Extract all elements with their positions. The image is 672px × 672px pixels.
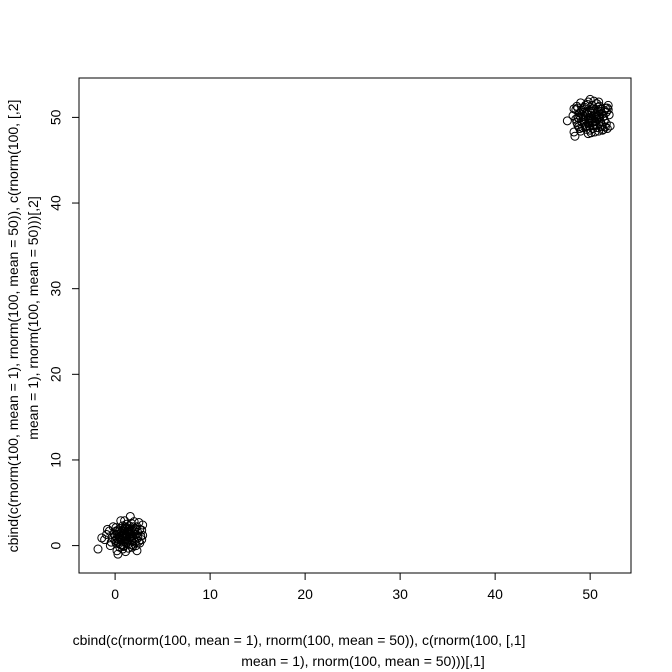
data-point — [120, 516, 130, 526]
x-tick-label: 30 — [392, 586, 408, 602]
data-point — [589, 96, 599, 106]
y-tick-label: 10 — [48, 452, 64, 468]
data-point — [123, 524, 133, 534]
data-point — [569, 104, 579, 114]
data-point — [562, 116, 572, 126]
data-point — [570, 131, 580, 141]
y-tick-label: 20 — [48, 366, 64, 382]
data-point — [97, 533, 107, 543]
data-point — [103, 524, 112, 534]
data-point — [137, 535, 147, 545]
data-point — [121, 522, 131, 532]
data-point — [594, 126, 604, 136]
data-point — [586, 108, 596, 118]
x-axis-label-line-1: cbind(c(rnorm(100, mean = 1), rnorm(100,… — [73, 632, 526, 648]
points-layer — [93, 94, 615, 559]
data-point — [579, 107, 589, 117]
plot-frame — [78, 77, 632, 574]
data-point — [105, 541, 115, 551]
data-point — [100, 535, 110, 545]
y-tick-label: 0 — [48, 541, 64, 549]
data-point — [594, 112, 604, 122]
data-point — [584, 106, 594, 116]
x-tick-label: 10 — [202, 586, 218, 602]
data-point — [573, 103, 583, 113]
data-point — [128, 541, 138, 551]
x-tick-label: 50 — [582, 586, 598, 602]
data-point — [594, 97, 604, 107]
y-axis: 0 10 20 30 40 50 — [48, 109, 80, 549]
x-tick-label: 0 — [111, 586, 119, 602]
y-tick-label: 40 — [48, 195, 64, 211]
y-axis-label-line-1: cbind(c(rnorm(100, mean = 1), rnorm(100,… — [5, 100, 21, 553]
y-tick-label: 30 — [48, 281, 64, 297]
data-point — [129, 517, 139, 527]
data-point — [111, 526, 121, 536]
x-axis: 0 10 20 30 40 50 — [111, 572, 598, 602]
x-tick-label: 20 — [297, 586, 313, 602]
data-point — [578, 123, 588, 133]
data-point — [605, 121, 615, 131]
data-point — [585, 118, 595, 128]
x-tick-label: 40 — [487, 586, 503, 602]
x-axis-label-line-2: mean = 1), rnorm(100, mean = 50)))[,1] — [241, 653, 485, 669]
y-tick-label: 50 — [48, 109, 64, 125]
data-point — [126, 535, 136, 545]
data-point — [598, 125, 607, 135]
y-axis-label-line-2: mean = 1), rnorm(100, mean = 50)))[,2] — [25, 196, 41, 440]
data-point — [138, 530, 148, 540]
data-point — [573, 112, 583, 122]
data-point — [122, 538, 131, 548]
data-point — [93, 544, 103, 554]
data-point — [112, 546, 122, 556]
data-point — [571, 114, 581, 124]
data-point — [102, 529, 112, 539]
data-point — [602, 103, 612, 113]
data-point — [110, 531, 120, 541]
